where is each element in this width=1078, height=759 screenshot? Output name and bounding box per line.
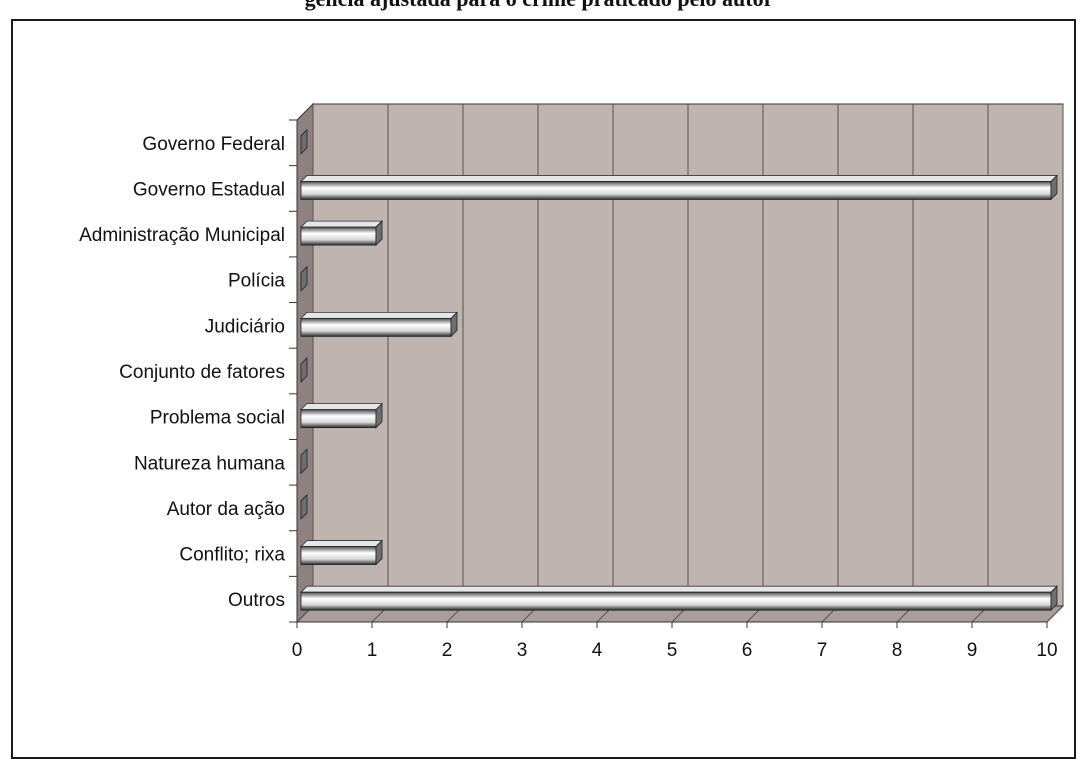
bar-end [375,539,383,566]
x-tick-label: 5 [667,640,678,661]
bars [300,128,1058,612]
bar-front [300,181,1052,200]
chart-title: gência ajustada para o crime praticado p… [0,0,1078,12]
bar-end [375,402,383,429]
bar [300,357,308,383]
bar-front [300,591,1052,611]
x-tick-label: 4 [592,640,603,661]
category-label: Conjunto de fatores [119,362,285,383]
bar [300,220,383,247]
x-tick-labels: 0 1 2 3 4 5 6 7 8 9 10 [292,640,1058,661]
category-label: Conflito; rixa [179,545,285,566]
bar-end [450,311,458,338]
x-tick-label: 2 [442,640,453,661]
bar-top [300,403,383,411]
bar [300,402,383,429]
x-tick-label: 3 [517,640,528,661]
bar [300,493,308,520]
bar-front [300,317,452,337]
floor-gridline [1046,605,1064,623]
x-tick-label: 9 [967,640,978,661]
x-tick-label: 6 [742,640,753,661]
x-tick-label: 8 [892,640,903,661]
bar-top [300,311,458,319]
bar [300,174,1058,201]
bar-top [300,585,1058,593]
category-label: Judiciário [205,316,285,337]
x-tick-label: 1 [367,640,378,661]
category-label: Governo Federal [142,134,285,155]
x-tick-label: 10 [1036,640,1057,661]
bar [300,539,383,566]
bar [300,265,308,292]
x-tick-label: 0 [292,640,303,661]
bar-end [1050,174,1058,201]
bar [300,585,1058,612]
category-label: Polícia [228,271,285,292]
bar-end [1050,585,1058,612]
category-label: Outros [228,590,285,611]
bar-top [300,220,383,228]
bar-end [300,265,308,292]
bar-end [300,493,308,520]
axes [289,119,1048,628]
bar-front [300,409,377,429]
bar [300,128,308,155]
bar [300,311,458,338]
bar-end [300,357,308,383]
x-tick-label: 7 [817,640,828,661]
bar-top [300,175,1058,182]
bar-front [300,546,377,565]
bar-end [300,448,308,475]
category-label: Natureza humana [134,453,285,474]
bar [300,448,308,475]
category-label: Governo Estadual [133,179,285,200]
category-label: Administração Municipal [79,225,285,246]
category-labels: Governo Federal Governo Estadual Administr… [79,134,285,611]
bar-front [300,226,377,246]
category-label: Autor da ação [167,499,285,520]
bar-end [375,220,383,247]
category-label: Problema social [150,408,285,429]
bar-end [300,128,308,155]
bar-top [300,540,383,547]
